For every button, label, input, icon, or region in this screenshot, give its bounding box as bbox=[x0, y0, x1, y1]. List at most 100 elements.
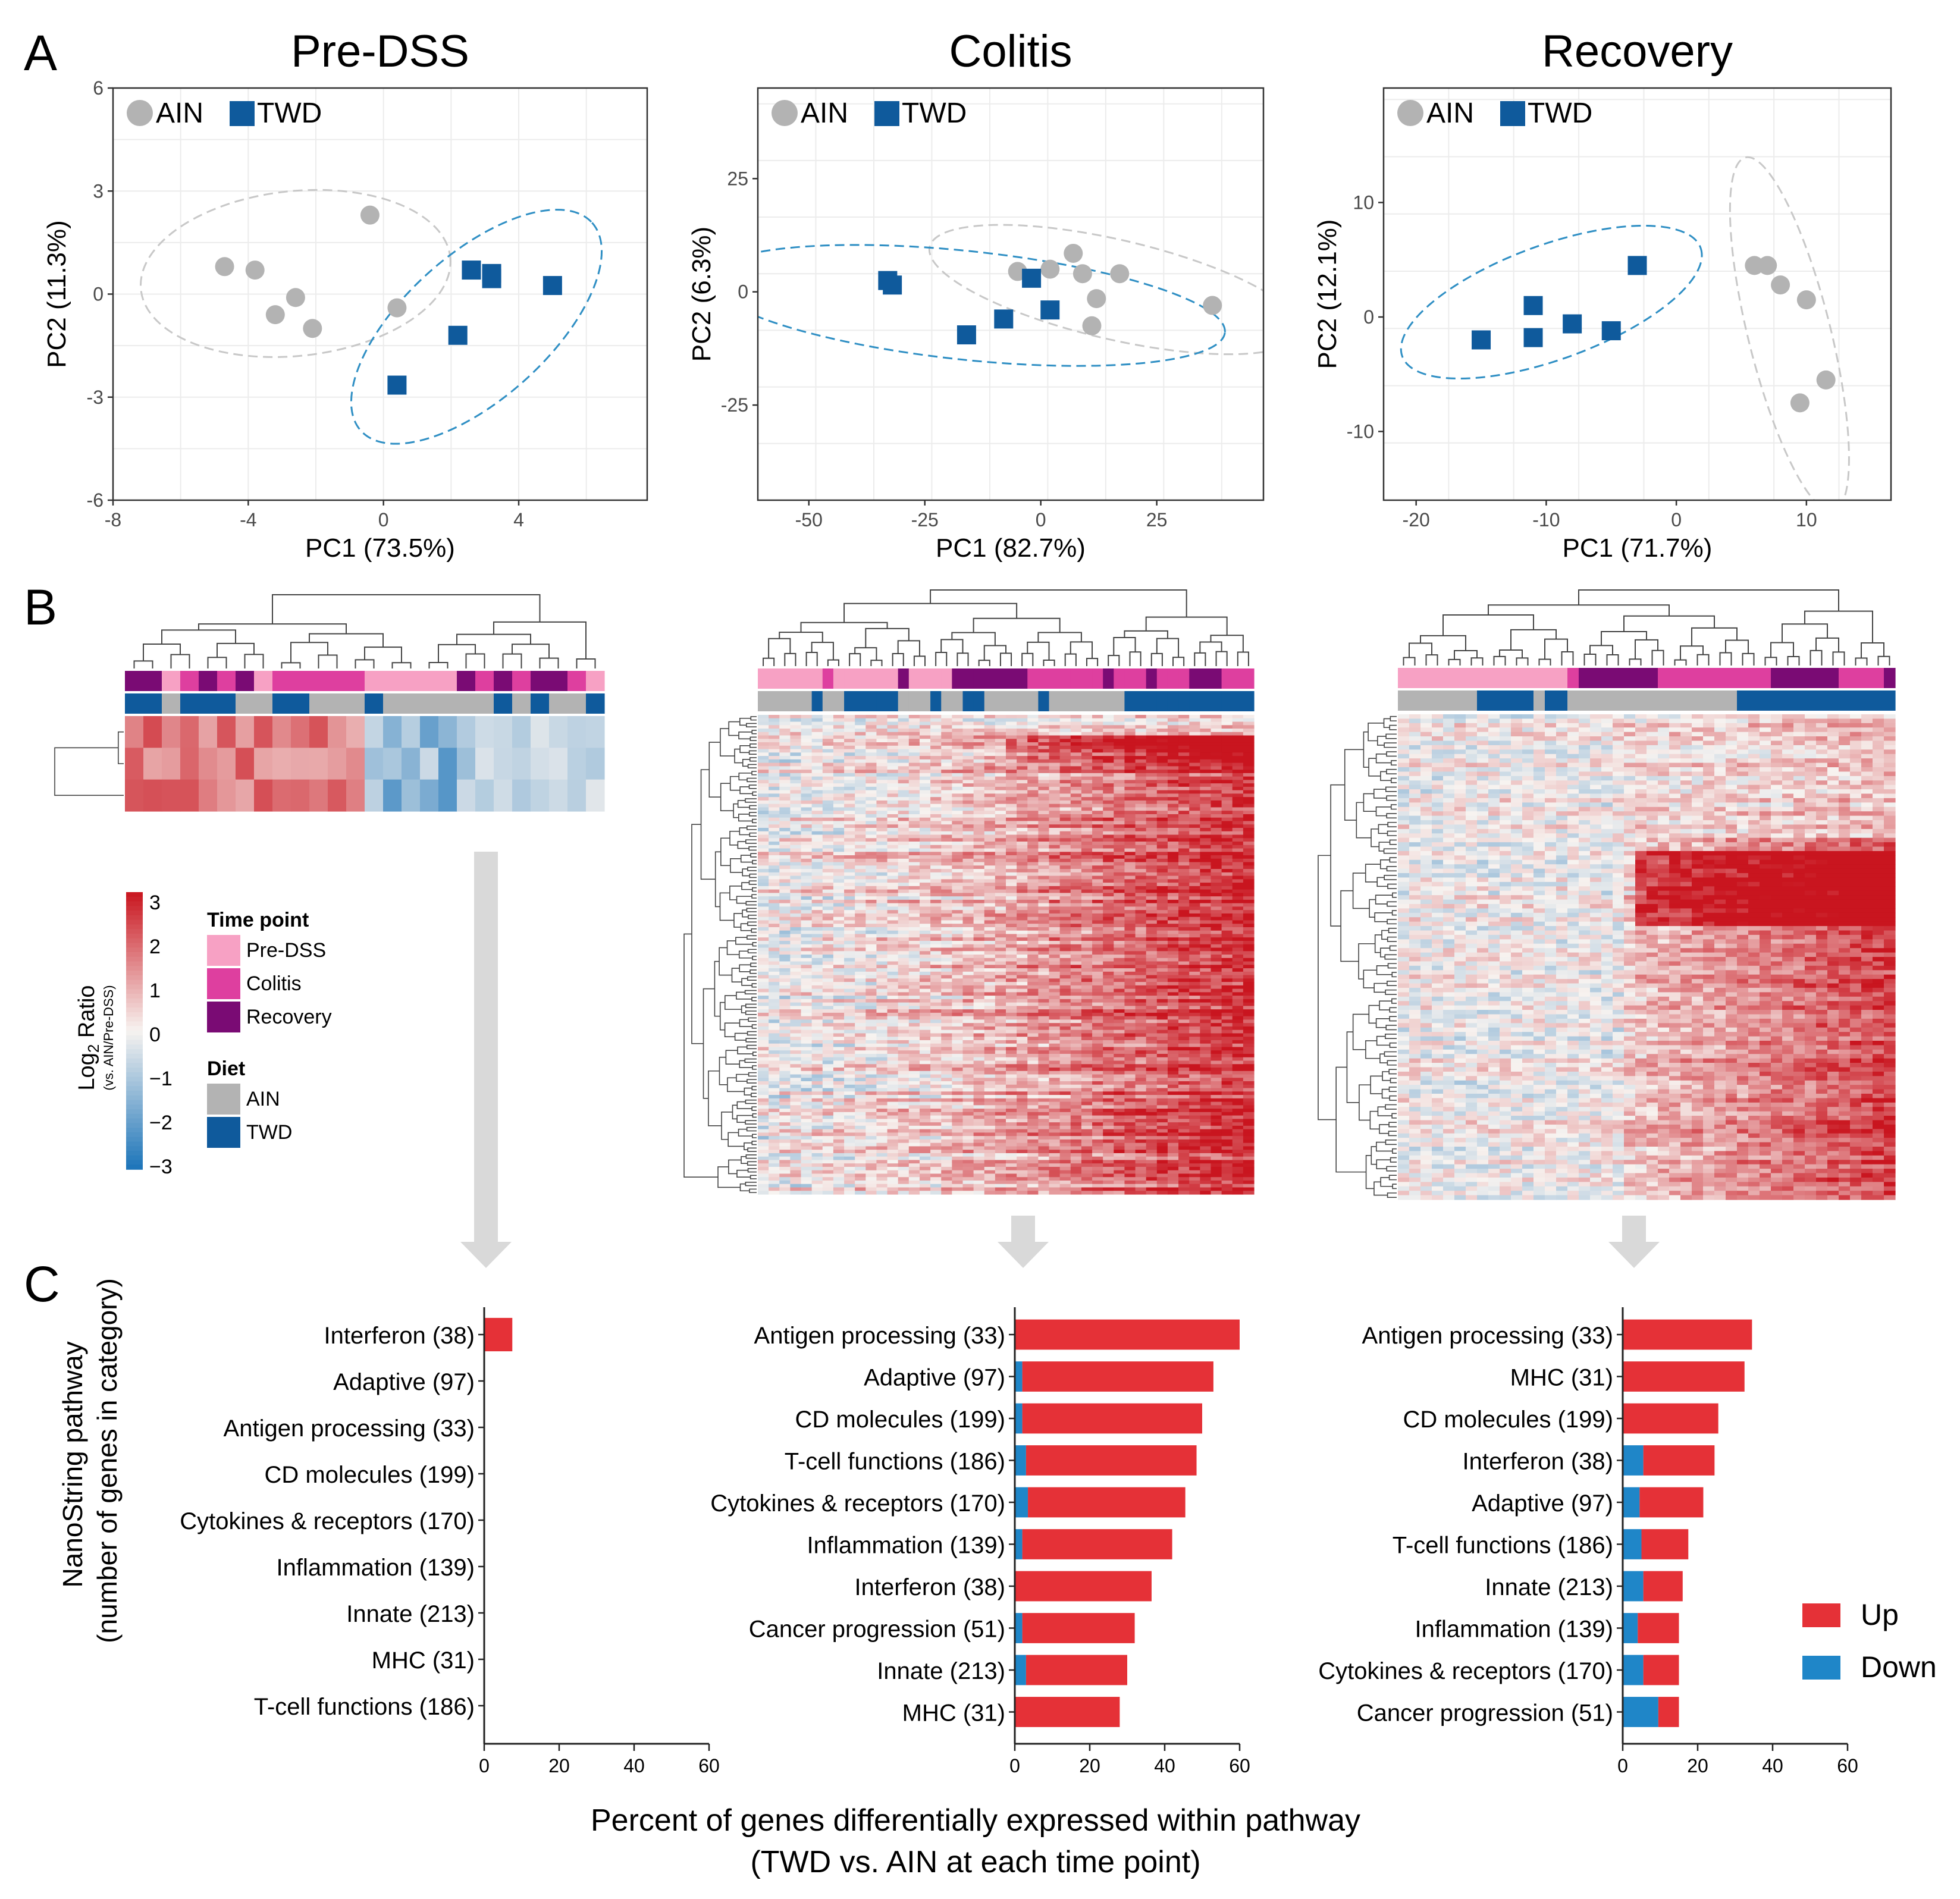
heat-cell bbox=[1124, 793, 1136, 798]
timepoint-cell bbox=[512, 671, 531, 691]
heat-cell bbox=[1189, 927, 1200, 931]
heat-cell bbox=[995, 1026, 1006, 1031]
heat-cell bbox=[1232, 797, 1244, 801]
heat-cell bbox=[865, 800, 877, 805]
heat-cell bbox=[1211, 1019, 1222, 1024]
heat-cell bbox=[995, 1002, 1006, 1006]
heat-cell bbox=[1124, 732, 1136, 736]
heat-cell bbox=[1221, 1040, 1233, 1044]
heat-cell bbox=[1221, 930, 1233, 935]
heat-cell bbox=[865, 845, 877, 849]
heat-cell bbox=[1211, 855, 1222, 859]
heat-cell bbox=[1221, 842, 1233, 846]
diet-cell bbox=[438, 693, 457, 714]
heat-cell bbox=[1049, 893, 1061, 897]
heat-cell bbox=[833, 934, 845, 938]
heat-cell bbox=[1232, 1029, 1244, 1034]
heat-cell bbox=[844, 742, 855, 746]
pca-ytick-label: 0 bbox=[93, 284, 104, 305]
heat-cell bbox=[973, 752, 985, 757]
heat-cell bbox=[1049, 965, 1061, 969]
diet-cell bbox=[1243, 691, 1255, 711]
heat-cell bbox=[1156, 838, 1168, 842]
heat-cell bbox=[1178, 718, 1190, 723]
heat-cell bbox=[1232, 807, 1244, 811]
diet-cell bbox=[1156, 691, 1168, 711]
heat-cell bbox=[1211, 786, 1222, 791]
heat-cell bbox=[769, 780, 780, 784]
heat-cell bbox=[1103, 842, 1114, 846]
timepoint-cell bbox=[180, 671, 199, 691]
heat-cell bbox=[779, 1006, 791, 1010]
heat-cell bbox=[952, 817, 964, 822]
heat-cell bbox=[876, 800, 888, 805]
heat-cell bbox=[1070, 1002, 1082, 1006]
heat-cell bbox=[1092, 729, 1103, 733]
heat-cell bbox=[811, 869, 823, 873]
heat-cell bbox=[801, 1023, 813, 1027]
heat-cell bbox=[973, 811, 985, 815]
heat-cell bbox=[984, 800, 996, 805]
heat-cell bbox=[844, 776, 855, 780]
heat-cell bbox=[790, 924, 802, 928]
heat-cell bbox=[1211, 924, 1222, 928]
heat-cell bbox=[962, 811, 974, 815]
heat-cell bbox=[1156, 811, 1168, 815]
heat-cell bbox=[1114, 893, 1125, 897]
heat-cell bbox=[930, 958, 942, 962]
heat-cell bbox=[1092, 752, 1103, 757]
heat-cell bbox=[1114, 1012, 1125, 1017]
heat-cell bbox=[1081, 803, 1093, 808]
heat-cell bbox=[898, 927, 910, 931]
heat-cell bbox=[1070, 893, 1082, 897]
heat-cell bbox=[833, 735, 845, 739]
heat-cell bbox=[1114, 1019, 1125, 1024]
ain-point bbox=[1796, 290, 1816, 310]
heat-cell bbox=[962, 742, 974, 746]
heat-cell bbox=[1092, 1043, 1103, 1048]
heat-cell bbox=[1243, 924, 1255, 928]
heat-cell bbox=[833, 1050, 845, 1054]
heat-cell bbox=[1135, 996, 1147, 1000]
heat-cell bbox=[1103, 988, 1114, 993]
heat-cell bbox=[1135, 937, 1147, 941]
heat-cell bbox=[1070, 852, 1082, 856]
heat-cell bbox=[1167, 721, 1179, 726]
heat-cell bbox=[801, 766, 813, 770]
heat-cell bbox=[1027, 893, 1039, 897]
heat-cell bbox=[962, 968, 974, 972]
heat-cell bbox=[790, 951, 802, 955]
heat-cell bbox=[876, 903, 888, 907]
heat-cell bbox=[758, 992, 769, 996]
twd-point bbox=[387, 375, 407, 395]
heat-cell bbox=[531, 748, 550, 780]
heat-cell bbox=[952, 1002, 964, 1006]
heat-cell bbox=[1156, 903, 1168, 907]
heat-cell bbox=[790, 978, 802, 983]
heat-cell bbox=[811, 988, 823, 993]
pca-xlabel: PC1 (73.5%) bbox=[305, 533, 455, 563]
heat-cell bbox=[973, 831, 985, 836]
heat-cell bbox=[822, 1029, 834, 1034]
diet-cell bbox=[1124, 691, 1136, 711]
heat-cell bbox=[941, 770, 952, 774]
diet-cell bbox=[952, 691, 964, 711]
heat-cell bbox=[822, 1043, 834, 1048]
heat-cell bbox=[1211, 848, 1222, 852]
heat-cell bbox=[779, 1026, 791, 1031]
heat-cell bbox=[1114, 1016, 1125, 1020]
heat-cell bbox=[758, 780, 769, 784]
heat-cell bbox=[801, 762, 813, 767]
heat-cell bbox=[1167, 858, 1179, 863]
heat-cell bbox=[930, 729, 942, 733]
heat-cell bbox=[919, 773, 931, 777]
heat-cell bbox=[1006, 855, 1017, 859]
heat-cell bbox=[952, 999, 964, 1003]
heat-cell bbox=[1135, 793, 1147, 798]
heat-cell bbox=[779, 988, 791, 993]
heat-cell bbox=[1200, 807, 1212, 811]
heat-cell bbox=[855, 869, 866, 873]
heat-cell bbox=[758, 1009, 769, 1013]
heat-cell bbox=[1243, 1033, 1255, 1037]
heat-cell bbox=[865, 721, 877, 726]
